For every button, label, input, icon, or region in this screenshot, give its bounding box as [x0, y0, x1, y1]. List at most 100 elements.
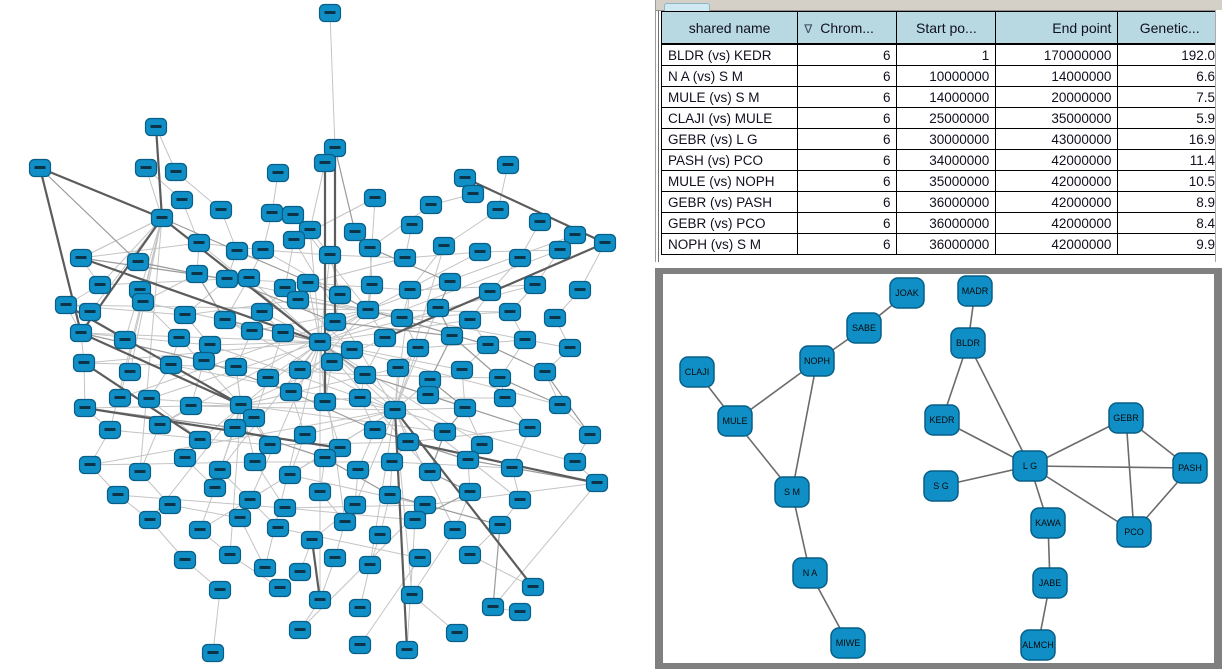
network-node[interactable]	[308, 332, 332, 352]
network-node[interactable]	[360, 275, 384, 295]
node-shape[interactable]	[1172, 452, 1208, 484]
network-node-madr[interactable]: MADR	[957, 275, 993, 307]
network-node[interactable]	[468, 242, 492, 262]
network-node[interactable]	[198, 335, 222, 355]
network-node[interactable]	[358, 238, 382, 258]
node-shape[interactable]	[1012, 450, 1048, 482]
network-node[interactable]	[218, 545, 242, 565]
network-node[interactable]	[403, 510, 427, 530]
network-node-pash[interactable]: PASH	[1172, 452, 1208, 484]
node-shape[interactable]	[679, 356, 715, 388]
network-node[interactable]	[159, 355, 183, 375]
network-node[interactable]	[318, 245, 342, 265]
table-cell[interactable]: 192.0	[1117, 43, 1222, 66]
table-cell[interactable]: 6	[797, 212, 898, 234]
table-cell[interactable]: N A (vs) S M	[660, 65, 799, 87]
network-node[interactable]	[144, 117, 168, 137]
network-node[interactable]	[137, 389, 161, 409]
network-node[interactable]	[373, 328, 397, 348]
table-cell[interactable]: 42000000	[995, 191, 1119, 213]
table-row[interactable]: BLDR (vs) KEDR 6 1 170000000 192.0	[660, 43, 1222, 66]
network-node[interactable]	[400, 215, 424, 235]
network-node[interactable]	[78, 455, 102, 475]
table-cell[interactable]: GEBR (vs) L G	[660, 128, 799, 150]
node-shape[interactable]	[950, 327, 986, 359]
network-node[interactable]	[558, 338, 582, 358]
network-node[interactable]	[568, 280, 592, 300]
node-shape[interactable]	[957, 275, 993, 307]
network-node[interactable]	[593, 233, 617, 253]
node-shape[interactable]	[1108, 402, 1144, 434]
table-cell[interactable]: NOPH (vs) S M	[660, 233, 799, 255]
table-cell[interactable]: PASH (vs) PCO	[660, 149, 799, 171]
network-node[interactable]	[368, 525, 392, 545]
network-node-noph[interactable]: NOPH	[799, 345, 835, 377]
table-cell[interactable]: 6.6	[1117, 65, 1222, 87]
table-scrollbar-gutter[interactable]	[1215, 10, 1222, 262]
network-node[interactable]	[208, 580, 232, 600]
network-node-claji[interactable]: CLAJI	[679, 356, 715, 388]
network-node[interactable]	[396, 432, 420, 452]
network-node[interactable]	[278, 465, 302, 485]
network-node-joak[interactable]: JOAK	[889, 277, 925, 309]
network-node[interactable]	[131, 292, 155, 312]
table-row[interactable]: N A (vs) S M 6 10000000 14000000 6.6	[660, 65, 1222, 87]
node-shape[interactable]	[1020, 629, 1056, 661]
network-node[interactable]	[340, 340, 364, 360]
network-node[interactable]	[418, 462, 442, 482]
table-cell[interactable]: 6	[797, 107, 898, 129]
table-row[interactable]: GEBR (vs) PASH 6 36000000 42000000 8.9	[660, 191, 1222, 213]
network-node[interactable]	[108, 388, 132, 408]
network-node[interactable]	[323, 138, 347, 158]
network-node[interactable]	[456, 450, 480, 470]
table-cell[interactable]: 35000000	[896, 170, 997, 192]
table-cell[interactable]: 8.4	[1117, 212, 1222, 234]
network-node[interactable]	[343, 495, 367, 515]
network-node[interactable]	[380, 452, 404, 472]
network-node[interactable]	[486, 200, 510, 220]
network-node[interactable]	[386, 358, 410, 378]
network-node-n-a[interactable]: N A	[792, 557, 828, 589]
network-node[interactable]	[268, 578, 292, 598]
network-node[interactable]	[266, 518, 290, 538]
table-cell[interactable]: 10000000	[896, 65, 997, 87]
network-node[interactable]	[237, 268, 261, 288]
table-cell[interactable]: GEBR (vs) PCO	[660, 212, 799, 234]
network-node[interactable]	[224, 357, 248, 377]
network-node[interactable]	[496, 155, 520, 175]
network-node[interactable]	[528, 212, 552, 232]
network-node[interactable]	[563, 452, 587, 472]
network-node[interactable]	[518, 418, 542, 438]
table-cell[interactable]: MULE (vs) S M	[660, 86, 799, 108]
network-node[interactable]	[72, 353, 96, 373]
table-row[interactable]: NOPH (vs) S M 6 36000000 42000000 9.9	[660, 233, 1222, 255]
table-cell[interactable]: 16.9	[1117, 128, 1222, 150]
network-node[interactable]	[348, 635, 372, 655]
network-node[interactable]	[281, 205, 305, 225]
table-row[interactable]: GEBR (vs) PCO 6 36000000 42000000 8.4	[660, 212, 1222, 234]
network-node[interactable]	[400, 585, 424, 605]
table-cell[interactable]: 42000000	[995, 233, 1119, 255]
network-node[interactable]	[313, 392, 337, 412]
table-row[interactable]: GEBR (vs) L G 6 30000000 43000000 16.9	[660, 128, 1222, 150]
network-node[interactable]	[356, 300, 380, 320]
table-cell[interactable]: CLAJI (vs) MULE	[660, 107, 799, 129]
network-node[interactable]	[250, 302, 274, 322]
table-cell[interactable]: 20000000	[995, 86, 1119, 108]
network-node[interactable]	[458, 545, 482, 565]
network-node[interactable]	[508, 248, 532, 268]
table-cell[interactable]: 6	[797, 233, 898, 255]
table-cell[interactable]: 36000000	[896, 191, 997, 213]
network-node[interactable]	[523, 275, 547, 295]
network-node[interactable]	[432, 236, 456, 256]
table-cell[interactable]: 30000000	[896, 128, 997, 150]
network-node-sabe[interactable]: SABE	[846, 312, 882, 344]
network-node[interactable]	[493, 388, 517, 408]
network-node[interactable]	[458, 310, 482, 330]
network-node[interactable]	[185, 264, 209, 284]
table-cell[interactable]: 170000000	[995, 43, 1119, 66]
network-node-jabe[interactable]: JABE	[1032, 567, 1068, 599]
network-node[interactable]	[426, 298, 450, 318]
table-cell[interactable]: 9.9	[1117, 233, 1222, 255]
table-row[interactable]: MULE (vs) NOPH 6 35000000 42000000 10.5	[660, 170, 1222, 192]
